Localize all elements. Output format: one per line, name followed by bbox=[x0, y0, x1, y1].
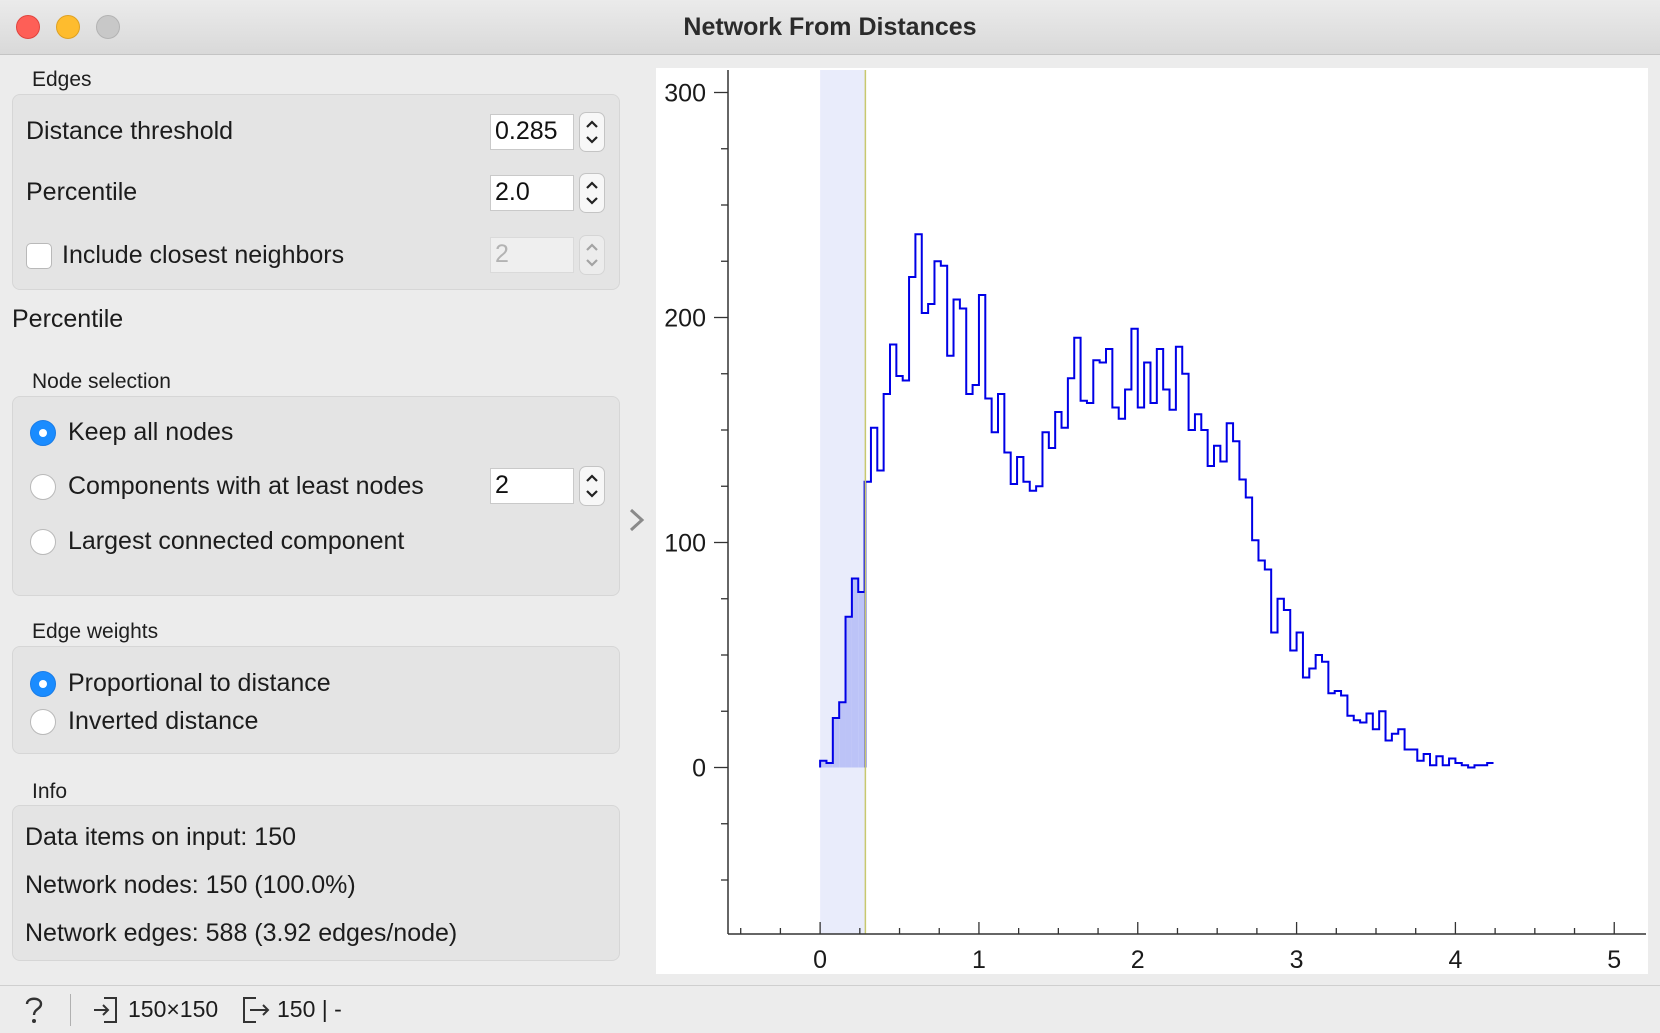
proportional-distance-radio[interactable] bbox=[30, 671, 56, 697]
chevron-right-icon[interactable] bbox=[626, 505, 648, 535]
components-min-nodes-label: Components with at least nodes bbox=[68, 472, 424, 500]
selected-bin bbox=[826, 763, 833, 768]
y-tick-label: 0 bbox=[692, 755, 706, 783]
zoom-window-button[interactable] bbox=[96, 15, 120, 39]
edges-box: Distance threshold 0.285 Percentile 2.0 … bbox=[12, 94, 620, 290]
y-tick-label: 300 bbox=[664, 80, 706, 108]
window-title: Network From Distances bbox=[683, 13, 977, 41]
proportional-distance-label: Proportional to distance bbox=[68, 669, 331, 697]
title-bar: Network From Distances bbox=[0, 0, 1660, 55]
x-tick-label: 1 bbox=[972, 946, 986, 974]
percentile-section-label: Percentile bbox=[12, 305, 124, 333]
info-network-nodes: Network nodes: 150 (100.0%) bbox=[25, 871, 356, 899]
minimize-window-button[interactable] bbox=[56, 15, 80, 39]
histogram-line bbox=[819, 233, 1494, 769]
selected-bin bbox=[839, 702, 846, 768]
keep-all-nodes-label: Keep all nodes bbox=[68, 418, 234, 446]
output-summary: 150 | - bbox=[277, 996, 342, 1022]
percentile-label: Percentile bbox=[26, 178, 138, 206]
components-min-nodes-radio[interactable] bbox=[30, 474, 56, 500]
keep-all-nodes-radio[interactable] bbox=[30, 420, 56, 446]
edge-weights-box: Proportional to distance Inverted distan… bbox=[12, 646, 620, 754]
closest-neighbors-input: 2 bbox=[490, 237, 574, 273]
x-tick-label: 0 bbox=[813, 946, 827, 974]
x-tick-label: 5 bbox=[1607, 946, 1621, 974]
inverted-distance-label: Inverted distance bbox=[68, 707, 259, 735]
percentile-stepper[interactable] bbox=[579, 173, 605, 213]
min-nodes-stepper[interactable] bbox=[579, 466, 605, 506]
node-selection-box: Keep all nodes Components with at least … bbox=[12, 396, 620, 596]
distance-histogram-panel[interactable]: 0 100 200 300 0 1 2 3 4 5 bbox=[656, 68, 1648, 974]
selected-bin bbox=[832, 718, 840, 768]
help-icon[interactable] bbox=[22, 994, 46, 1031]
largest-component-radio[interactable] bbox=[30, 529, 56, 555]
info-data-items: Data items on input: 150 bbox=[25, 823, 296, 851]
input-summary: 150×150 bbox=[128, 996, 219, 1022]
info-network-edges: Network edges: 588 (3.92 edges/node) bbox=[25, 919, 458, 947]
status-separator bbox=[70, 994, 71, 1026]
output-icon bbox=[242, 996, 270, 1029]
x-tick-label: 2 bbox=[1131, 946, 1145, 974]
edge-weights-group-title: Edge weights bbox=[32, 620, 159, 643]
distance-threshold-input[interactable]: 0.285 bbox=[490, 114, 574, 150]
input-icon bbox=[92, 996, 118, 1029]
info-box bbox=[12, 805, 620, 961]
selected-bin bbox=[858, 592, 865, 768]
percentile-input[interactable]: 2.0 bbox=[490, 175, 574, 211]
status-bar: 150×150 150 | - bbox=[0, 985, 1660, 1033]
include-closest-neighbors-checkbox[interactable] bbox=[26, 243, 52, 269]
closest-neighbors-stepper bbox=[579, 235, 605, 275]
x-tick-label: 4 bbox=[1448, 946, 1462, 974]
include-closest-neighbors-label: Include closest neighbors bbox=[62, 241, 345, 269]
distance-threshold-stepper[interactable] bbox=[579, 112, 605, 152]
y-tick-label: 100 bbox=[664, 530, 706, 558]
distance-threshold-label: Distance threshold bbox=[26, 117, 234, 145]
x-tick-label: 3 bbox=[1290, 946, 1304, 974]
min-nodes-input[interactable]: 2 bbox=[490, 468, 574, 504]
selected-bin bbox=[851, 578, 859, 768]
largest-component-label: Largest connected component bbox=[68, 527, 405, 555]
edges-group-title: Edges bbox=[32, 68, 92, 91]
selected-bin bbox=[820, 760, 827, 768]
selected-bin bbox=[845, 616, 852, 768]
y-tick-label: 200 bbox=[664, 305, 706, 333]
selection-region bbox=[820, 70, 866, 934]
node-selection-group-title: Node selection bbox=[32, 370, 171, 393]
close-window-button[interactable] bbox=[16, 15, 40, 39]
info-group-title: Info bbox=[32, 780, 68, 803]
distance-histogram[interactable]: 0 100 200 300 0 1 2 3 4 5 bbox=[656, 68, 1648, 974]
inverted-distance-radio[interactable] bbox=[30, 709, 56, 735]
